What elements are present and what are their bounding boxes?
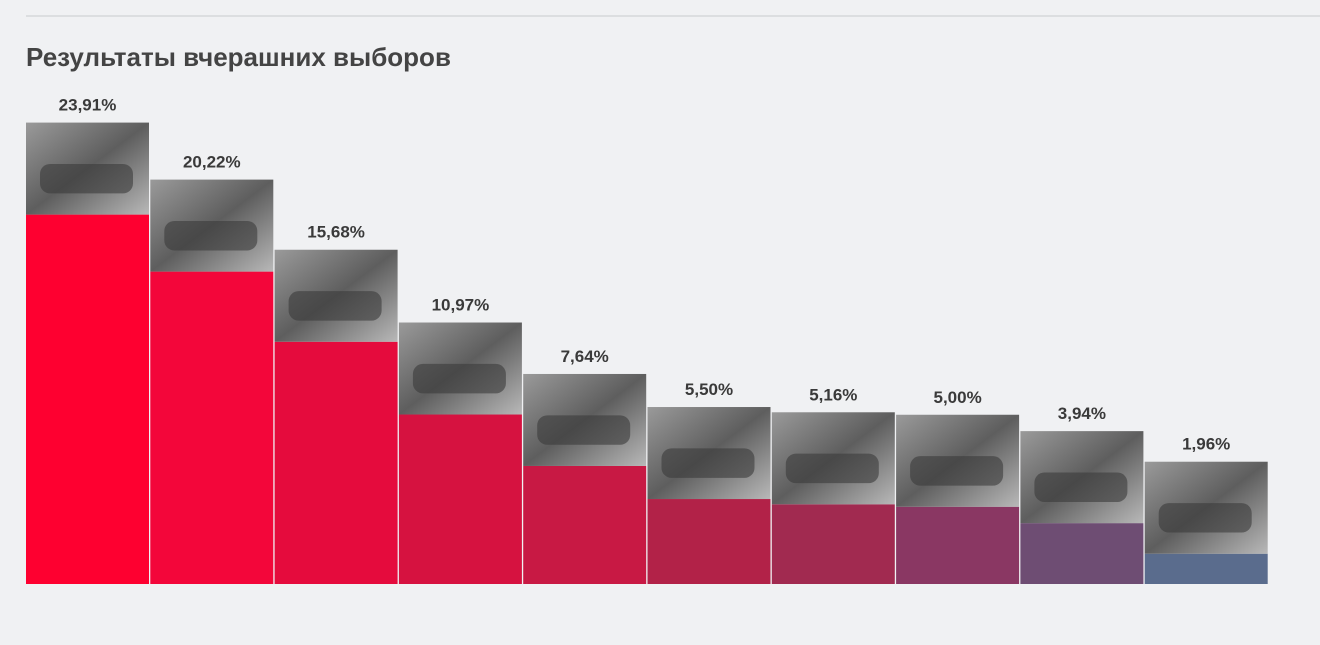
bar (1144, 553, 1268, 584)
photo-car (1034, 472, 1128, 502)
photo-car (910, 456, 1004, 486)
bar (26, 214, 149, 584)
value-label: 15,68% (307, 223, 365, 242)
bar (647, 499, 771, 584)
value-label: 5,50% (685, 380, 733, 399)
value-label: 7,64% (561, 347, 609, 366)
bar (523, 465, 647, 584)
value-label: 23,91% (59, 96, 117, 115)
photo-car (288, 291, 382, 321)
photo-car (537, 415, 631, 445)
photo-car (1158, 503, 1252, 533)
bar (274, 341, 398, 584)
bar (771, 504, 895, 584)
chart-title: Результаты вчерашних выборов (26, 42, 451, 72)
photo-car (412, 363, 506, 394)
value-label: 3,94% (1058, 404, 1106, 423)
bar (896, 506, 1020, 584)
photo-car (785, 453, 879, 484)
bar (150, 271, 274, 584)
value-label: 5,16% (809, 385, 857, 404)
bar (398, 414, 522, 584)
value-label: 20,22% (183, 153, 241, 172)
photo-car (661, 448, 755, 478)
bar (1020, 523, 1144, 584)
value-label: 1,96% (1182, 435, 1230, 454)
photo-car (40, 163, 133, 194)
value-label: 10,97% (432, 296, 490, 315)
photo-car (164, 221, 258, 251)
value-label: 5,00% (933, 388, 981, 407)
